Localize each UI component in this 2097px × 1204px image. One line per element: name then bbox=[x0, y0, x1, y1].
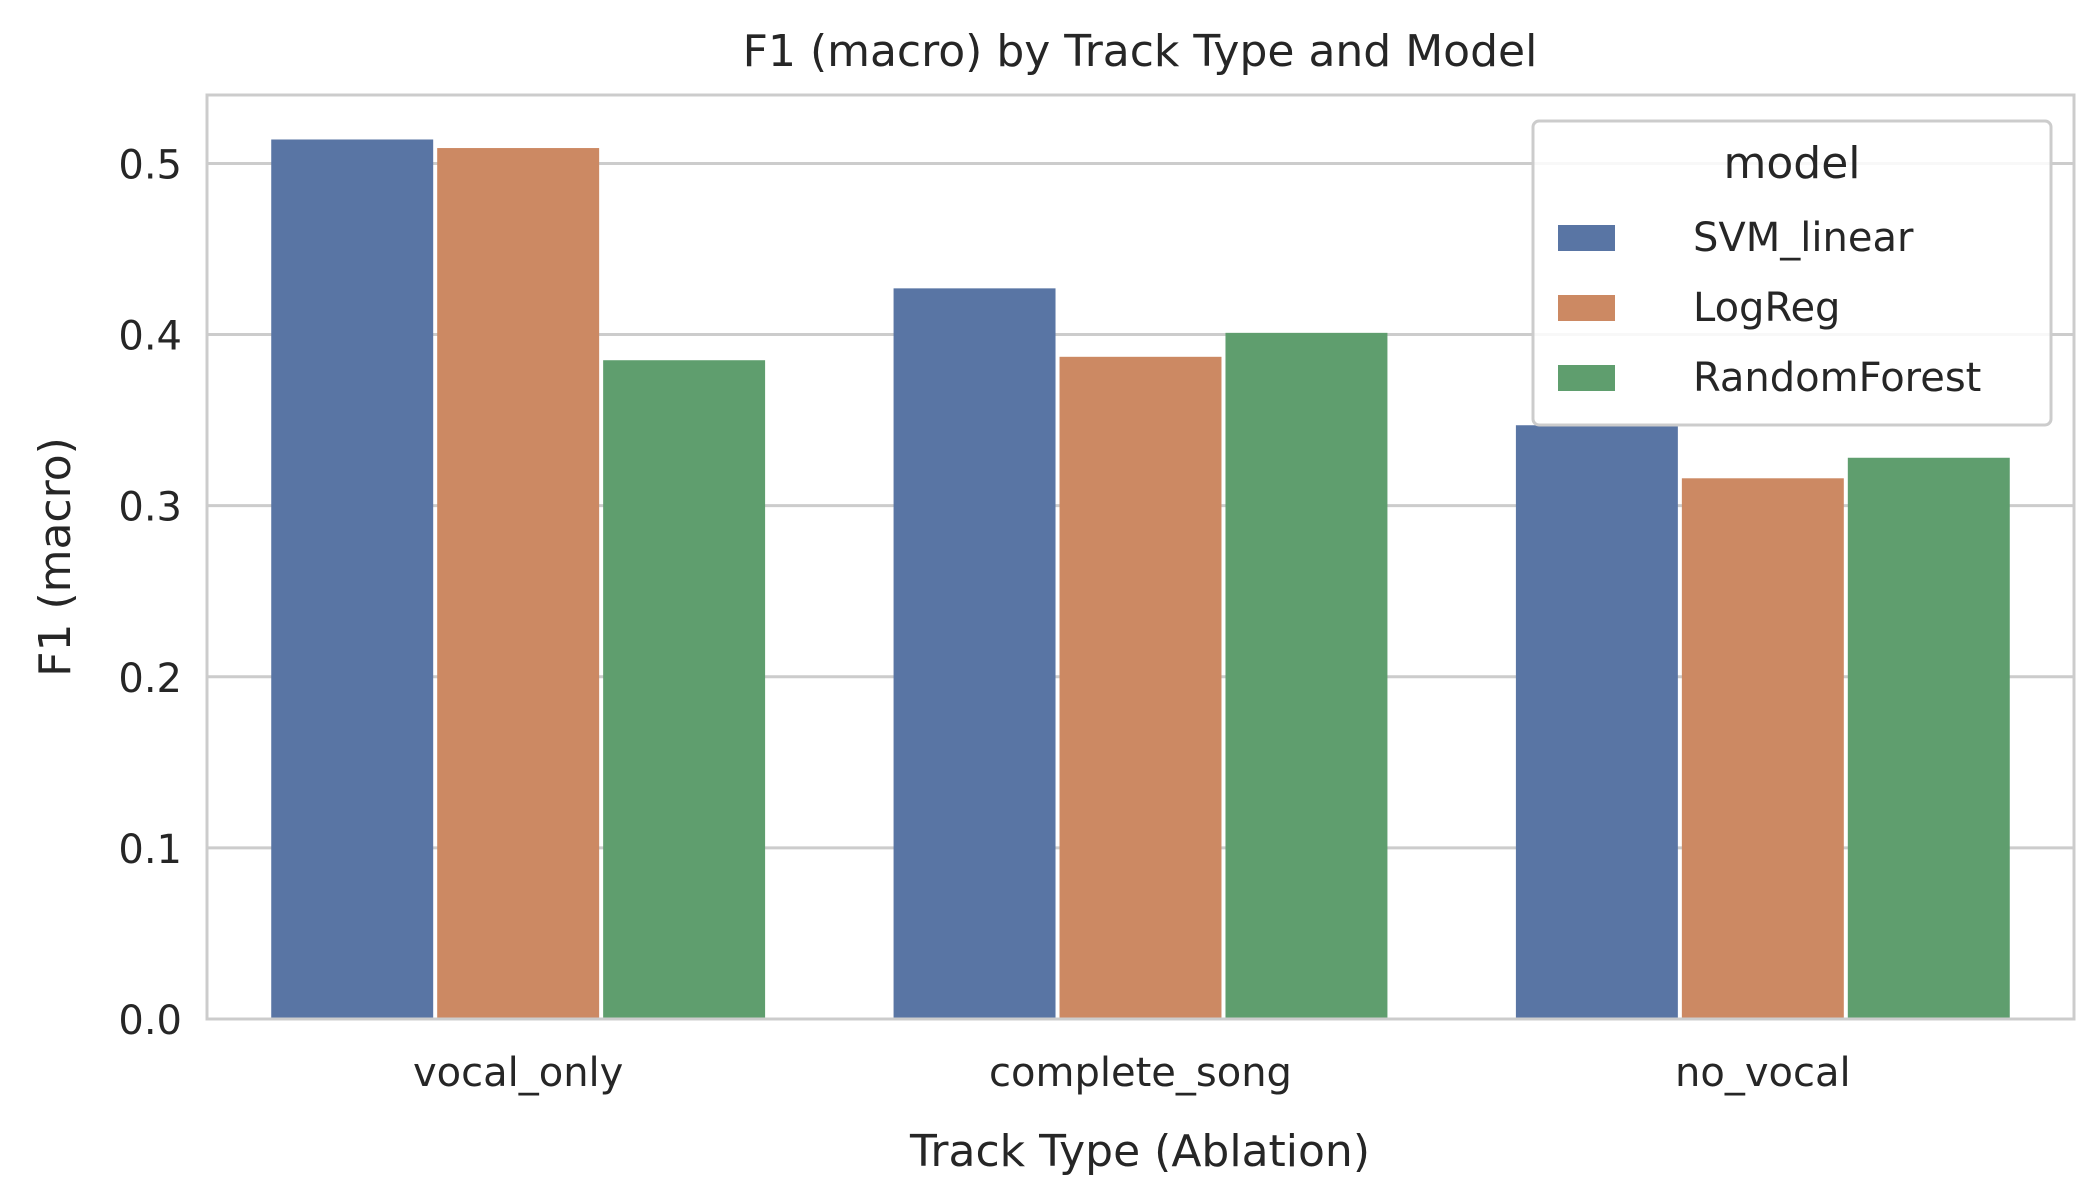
x-tick-label: complete_song bbox=[989, 1050, 1292, 1096]
legend: model SVM_linear LogReg RandomForest bbox=[1531, 119, 2053, 427]
chart-title: F1 (macro) by Track Type and Model bbox=[743, 26, 1538, 77]
legend-swatch bbox=[1558, 365, 1615, 391]
bar-RandomForest-complete_song bbox=[1225, 332, 1388, 1019]
bar-LogReg-complete_song bbox=[1059, 356, 1222, 1019]
y-tick-label: 0.4 bbox=[118, 314, 182, 360]
bar-SVM_linear-complete_song bbox=[893, 288, 1056, 1019]
bar-SVM_linear-no_vocal bbox=[1515, 425, 1678, 1019]
x-tick-labels: vocal_only complete_song no_vocal bbox=[413, 1050, 1851, 1096]
legend-swatch bbox=[1558, 295, 1615, 321]
legend-entries: SVM_linear LogReg RandomForest bbox=[1558, 215, 1981, 401]
y-tick-label: 0.0 bbox=[118, 998, 182, 1044]
x-axis-label: Track Type (Ablation) bbox=[909, 1126, 1370, 1177]
y-tick-label: 0.1 bbox=[118, 827, 182, 873]
y-tick-label: 0.2 bbox=[118, 656, 182, 702]
legend-label: RandomForest bbox=[1693, 355, 1981, 401]
legend-title: model bbox=[1723, 138, 1860, 189]
legend-label: LogReg bbox=[1693, 285, 1840, 331]
legend-swatch bbox=[1558, 225, 1615, 251]
x-tick-label: vocal_only bbox=[413, 1050, 623, 1096]
bars bbox=[271, 139, 2010, 1020]
bar-LogReg-no_vocal bbox=[1681, 478, 1844, 1019]
bar-SVM_linear-vocal_only bbox=[271, 139, 434, 1019]
x-tick-label: no_vocal bbox=[1675, 1050, 1851, 1096]
y-tick-labels: 0.0 0.1 0.2 0.3 0.4 0.5 bbox=[118, 142, 182, 1044]
bar-LogReg-vocal_only bbox=[437, 148, 600, 1020]
bar-RandomForest-no_vocal bbox=[1847, 457, 2010, 1019]
legend-label: SVM_linear bbox=[1693, 215, 1914, 261]
y-tick-label: 0.3 bbox=[118, 485, 182, 531]
y-tick-label: 0.5 bbox=[118, 142, 182, 188]
plot-frame bbox=[205, 93, 2076, 1021]
y-axis-label: F1 (macro) bbox=[30, 437, 81, 677]
bar-RandomForest-vocal_only bbox=[603, 360, 766, 1019]
legend-box bbox=[1531, 119, 2053, 427]
